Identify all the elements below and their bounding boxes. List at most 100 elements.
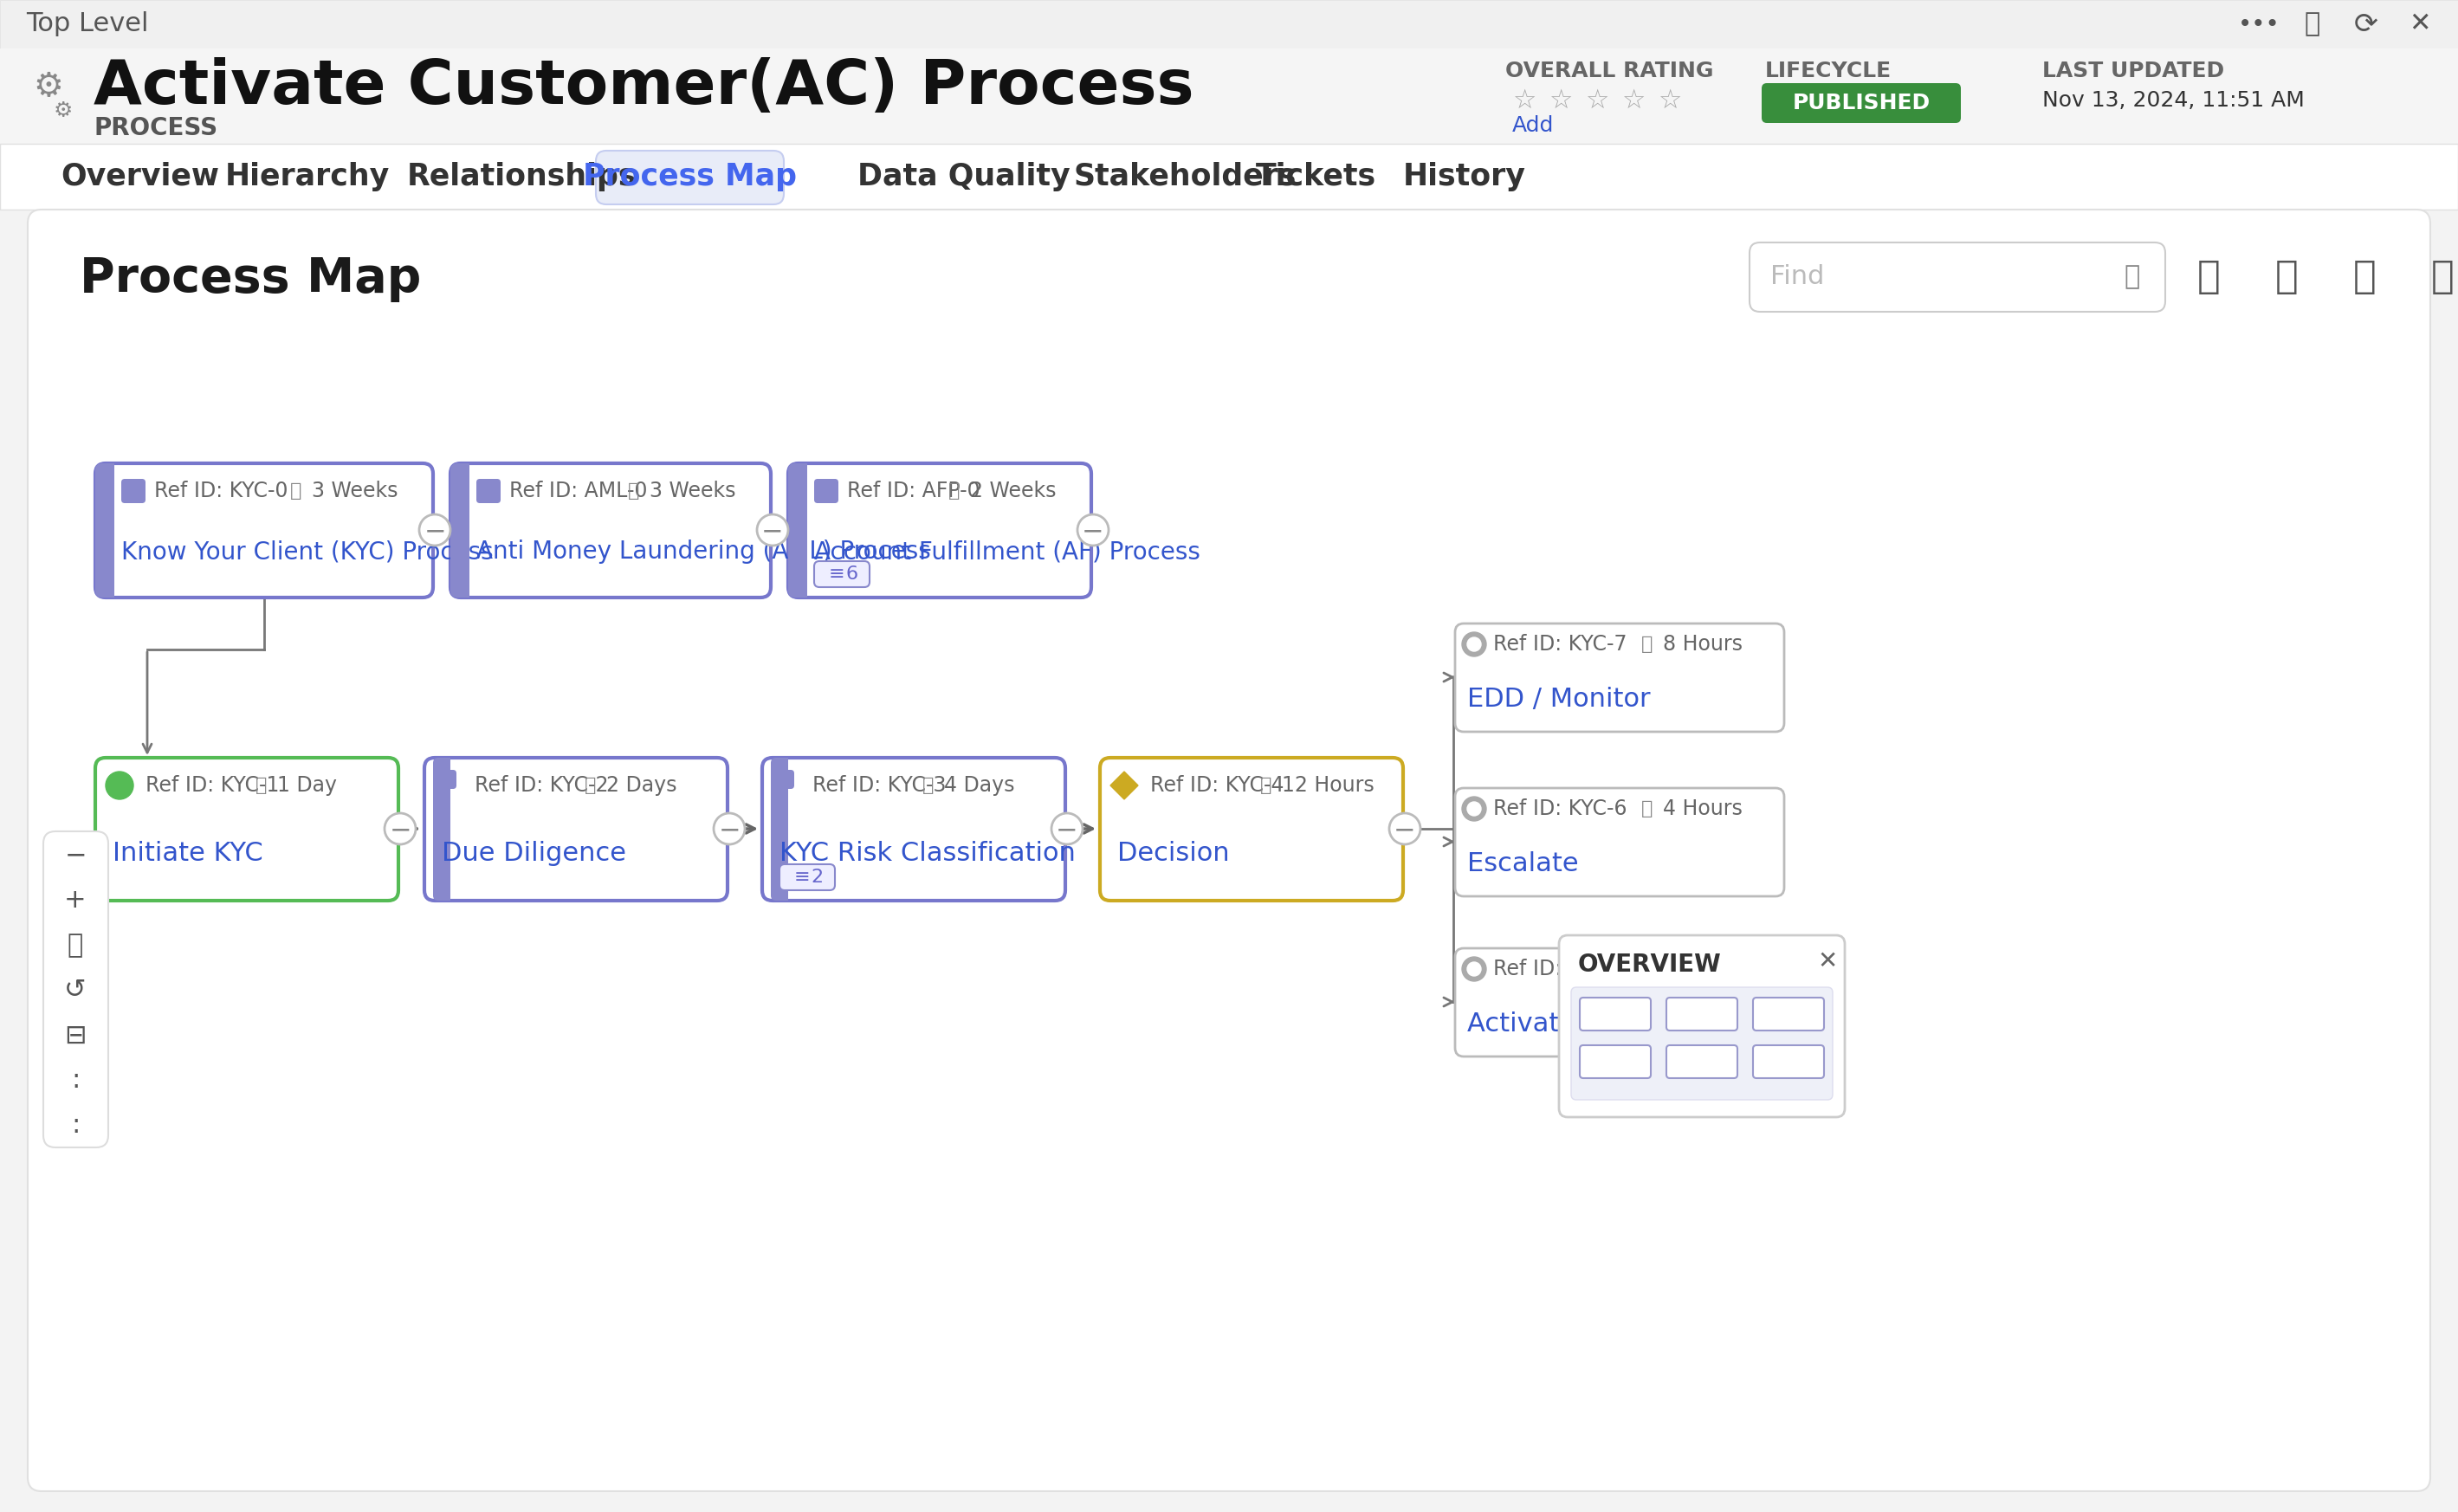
Text: Anti Money Laundering (AML) Process: Anti Money Laundering (AML) Process xyxy=(477,540,932,564)
FancyBboxPatch shape xyxy=(1571,987,1834,1099)
Text: ✕: ✕ xyxy=(2409,12,2431,36)
Text: ☆: ☆ xyxy=(1549,88,1573,113)
Text: ⛶: ⛶ xyxy=(2276,259,2298,296)
FancyBboxPatch shape xyxy=(96,463,433,597)
Text: Ref ID: AML-0: Ref ID: AML-0 xyxy=(509,481,646,502)
FancyBboxPatch shape xyxy=(762,758,1064,901)
Text: 2 Days: 2 Days xyxy=(607,776,676,795)
Text: 🗓: 🗓 xyxy=(922,777,934,794)
Text: Ref ID: KYC-0: Ref ID: KYC-0 xyxy=(155,481,288,502)
FancyBboxPatch shape xyxy=(450,463,772,597)
Text: −: − xyxy=(762,519,784,544)
Circle shape xyxy=(1463,632,1487,656)
Text: −: − xyxy=(1057,818,1079,844)
FancyBboxPatch shape xyxy=(814,561,870,587)
FancyBboxPatch shape xyxy=(477,479,501,503)
Circle shape xyxy=(383,813,415,844)
Text: ⧉: ⧉ xyxy=(2197,259,2220,296)
FancyBboxPatch shape xyxy=(1667,1045,1738,1078)
Text: 🗓: 🗓 xyxy=(290,482,302,499)
Text: 8 Hours: 8 Hours xyxy=(1664,634,1743,655)
Text: Data Quality: Data Quality xyxy=(858,162,1069,192)
Bar xyxy=(0,48,2458,144)
Text: Ref ID: KYC-2: Ref ID: KYC-2 xyxy=(474,776,610,795)
FancyBboxPatch shape xyxy=(595,151,784,204)
FancyBboxPatch shape xyxy=(1558,936,1846,1117)
Text: Add: Add xyxy=(1512,115,1553,136)
Text: History: History xyxy=(1404,162,1526,192)
Text: +: + xyxy=(64,888,86,913)
Circle shape xyxy=(757,514,789,546)
Circle shape xyxy=(1463,957,1487,981)
Text: 3 Weeks: 3 Weeks xyxy=(649,481,735,502)
Bar xyxy=(106,463,116,597)
Text: Process Map: Process Map xyxy=(79,256,420,302)
FancyBboxPatch shape xyxy=(1099,758,1404,901)
Text: Ref ID: KYC-1: Ref ID: KYC-1 xyxy=(145,776,280,795)
Text: 🗓: 🗓 xyxy=(1642,800,1652,818)
Text: ☆: ☆ xyxy=(1585,88,1608,113)
Text: Ref ID: KYC-6: Ref ID: KYC-6 xyxy=(1492,798,1627,820)
Text: ⊟: ⊟ xyxy=(64,1024,86,1048)
FancyBboxPatch shape xyxy=(1455,788,1785,897)
Text: Activate Customer(AC) Process: Activate Customer(AC) Process xyxy=(93,57,1195,116)
Text: −: − xyxy=(388,818,410,844)
Text: ≡: ≡ xyxy=(828,565,846,582)
Text: ⤢: ⤢ xyxy=(66,933,84,959)
Text: −: − xyxy=(64,844,86,868)
Text: 🗓: 🗓 xyxy=(256,777,268,794)
Text: EDD / Monitor: EDD / Monitor xyxy=(1467,686,1649,712)
Text: 🗓: 🗓 xyxy=(949,482,961,499)
FancyBboxPatch shape xyxy=(1455,623,1785,732)
Text: −: − xyxy=(423,519,445,544)
FancyBboxPatch shape xyxy=(44,832,108,1148)
FancyBboxPatch shape xyxy=(779,865,836,891)
Text: Top Level: Top Level xyxy=(27,12,147,36)
Text: :: : xyxy=(71,1113,79,1139)
Text: OVERALL RATING: OVERALL RATING xyxy=(1504,60,1713,82)
Text: ☆: ☆ xyxy=(1512,88,1536,113)
Text: :: : xyxy=(71,1067,79,1093)
Text: −: − xyxy=(1394,818,1416,844)
FancyBboxPatch shape xyxy=(450,463,469,597)
Text: 2: 2 xyxy=(811,868,823,886)
Text: Nov 13, 2024, 11:51 AM: Nov 13, 2024, 11:51 AM xyxy=(2043,91,2306,110)
Text: −: − xyxy=(1082,519,1104,544)
Bar xyxy=(440,758,450,901)
FancyBboxPatch shape xyxy=(1762,83,1961,122)
Text: Find: Find xyxy=(1770,265,1824,290)
FancyBboxPatch shape xyxy=(1753,998,1824,1031)
Text: 12 Hours: 12 Hours xyxy=(1281,776,1374,795)
Text: Overview: Overview xyxy=(61,162,219,192)
FancyBboxPatch shape xyxy=(27,210,2431,1491)
Text: ⤢: ⤢ xyxy=(2352,259,2377,296)
Text: PROCESS: PROCESS xyxy=(93,116,216,141)
Text: LAST UPDATED: LAST UPDATED xyxy=(2043,60,2224,82)
Text: Stakeholders: Stakeholders xyxy=(1074,162,1298,192)
Text: LIFECYCLE: LIFECYCLE xyxy=(1765,60,1893,82)
Text: ⚙: ⚙ xyxy=(54,100,74,121)
Text: 💬: 💬 xyxy=(2306,12,2320,36)
Text: ☆: ☆ xyxy=(1657,88,1681,113)
FancyBboxPatch shape xyxy=(1667,998,1738,1031)
Text: 1 Hour: 1 Hour xyxy=(1664,959,1733,980)
Text: Ref ID: KYC-3: Ref ID: KYC-3 xyxy=(814,776,946,795)
Text: Escalate: Escalate xyxy=(1467,851,1578,877)
Text: Activate C...: Activate C... xyxy=(1467,1012,1627,1037)
FancyBboxPatch shape xyxy=(772,758,789,901)
Circle shape xyxy=(1467,801,1482,816)
Bar xyxy=(799,463,806,597)
Text: 🗓: 🗓 xyxy=(1642,960,1652,978)
Circle shape xyxy=(106,771,133,800)
Text: ↺: ↺ xyxy=(64,978,86,1004)
Text: Initiate KYC: Initiate KYC xyxy=(113,841,263,866)
Text: KYC Risk Classification: KYC Risk Classification xyxy=(779,841,1077,866)
Circle shape xyxy=(1077,514,1109,546)
Circle shape xyxy=(1389,813,1421,844)
Text: Ref ID: KYC-7: Ref ID: KYC-7 xyxy=(1492,634,1627,655)
Text: −: − xyxy=(718,818,740,844)
Text: PUBLISHED: PUBLISHED xyxy=(1792,92,1930,113)
Text: 4 Days: 4 Days xyxy=(944,776,1015,795)
Text: 🗓: 🗓 xyxy=(1261,777,1271,794)
Text: 2 Weeks: 2 Weeks xyxy=(971,481,1057,502)
